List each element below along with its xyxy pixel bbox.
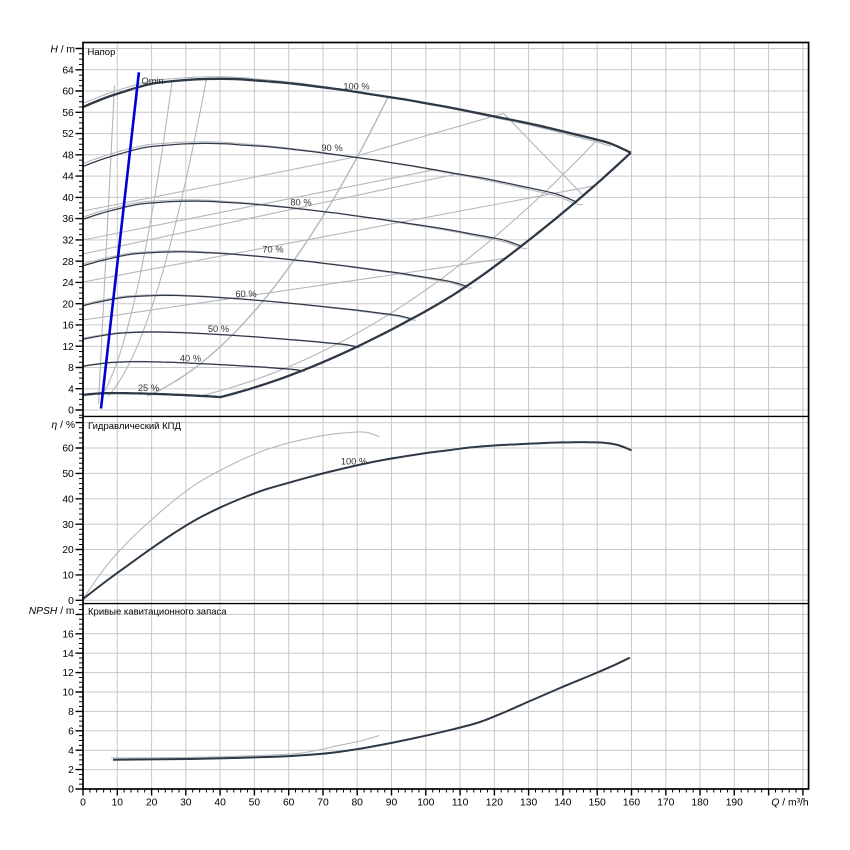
svg-text:12: 12 — [62, 342, 74, 353]
svg-text:Qmin: Qmin — [142, 76, 164, 86]
svg-text:28: 28 — [62, 257, 74, 268]
svg-text:60: 60 — [283, 798, 295, 809]
svg-text:48: 48 — [62, 150, 74, 161]
svg-text:64: 64 — [62, 65, 74, 76]
svg-text:60: 60 — [62, 87, 74, 98]
svg-text:190: 190 — [726, 798, 743, 809]
svg-text:50 %: 50 % — [208, 324, 229, 334]
svg-text:12: 12 — [62, 668, 74, 679]
svg-text:180: 180 — [691, 798, 708, 809]
svg-text:2: 2 — [68, 765, 74, 776]
svg-text:Напор: Напор — [88, 47, 116, 58]
svg-text:90: 90 — [386, 798, 398, 809]
svg-text:10: 10 — [62, 571, 74, 582]
svg-text:16: 16 — [62, 321, 74, 332]
svg-text:16: 16 — [62, 629, 74, 640]
svg-text:Кривые кавитационного запаса: Кривые кавитационного запаса — [88, 606, 227, 617]
svg-text:52: 52 — [62, 129, 74, 140]
svg-text:0: 0 — [68, 785, 74, 796]
svg-text:H / m: H / m — [50, 45, 75, 56]
svg-text:30: 30 — [180, 798, 192, 809]
svg-text:36: 36 — [62, 214, 74, 225]
svg-text:20: 20 — [146, 798, 158, 809]
svg-text:60: 60 — [62, 444, 74, 455]
svg-text:160: 160 — [623, 798, 640, 809]
svg-text:40 %: 40 % — [180, 354, 201, 364]
svg-text:10: 10 — [62, 688, 74, 699]
svg-text:20: 20 — [62, 299, 74, 310]
svg-text:100 %: 100 % — [341, 457, 367, 467]
svg-text:NPSH / m: NPSH / m — [29, 606, 75, 617]
svg-text:30: 30 — [62, 520, 74, 531]
svg-text:50: 50 — [62, 469, 74, 480]
svg-text:0: 0 — [80, 798, 86, 809]
svg-text:100 %: 100 % — [343, 82, 369, 92]
svg-text:40: 40 — [62, 193, 74, 204]
svg-text:80 %: 80 % — [290, 198, 311, 208]
svg-text:50: 50 — [249, 798, 261, 809]
svg-text:40: 40 — [214, 798, 226, 809]
svg-text:70 %: 70 % — [262, 245, 283, 255]
svg-text:32: 32 — [62, 236, 74, 247]
svg-text:110: 110 — [452, 798, 469, 809]
svg-text:150: 150 — [589, 798, 606, 809]
svg-text:4: 4 — [68, 746, 74, 757]
svg-text:4: 4 — [68, 384, 74, 395]
svg-text:70: 70 — [317, 798, 329, 809]
svg-text:η / %: η / % — [52, 420, 75, 431]
svg-text:8: 8 — [68, 363, 74, 374]
svg-text:10: 10 — [112, 798, 124, 809]
svg-text:24: 24 — [62, 278, 74, 289]
svg-text:8: 8 — [68, 707, 74, 718]
svg-text:80: 80 — [351, 798, 363, 809]
svg-text:44: 44 — [62, 172, 74, 183]
svg-text:40: 40 — [62, 494, 74, 505]
svg-text:170: 170 — [657, 798, 674, 809]
svg-text:25 %: 25 % — [138, 383, 159, 393]
svg-text:0: 0 — [68, 596, 74, 607]
svg-text:Q / m³/h: Q / m³/h — [771, 798, 808, 809]
svg-text:130: 130 — [520, 798, 537, 809]
svg-text:6: 6 — [68, 726, 74, 737]
svg-text:100: 100 — [417, 798, 434, 809]
svg-text:60 %: 60 % — [235, 289, 256, 299]
svg-text:20: 20 — [62, 545, 74, 556]
svg-text:90 %: 90 % — [321, 143, 342, 153]
svg-text:120: 120 — [486, 798, 503, 809]
svg-text:140: 140 — [554, 798, 571, 809]
svg-text:14: 14 — [62, 649, 74, 660]
svg-text:Гидравлический КПД: Гидравлический КПД — [88, 421, 181, 432]
svg-text:0: 0 — [68, 406, 74, 417]
svg-text:56: 56 — [62, 108, 74, 119]
